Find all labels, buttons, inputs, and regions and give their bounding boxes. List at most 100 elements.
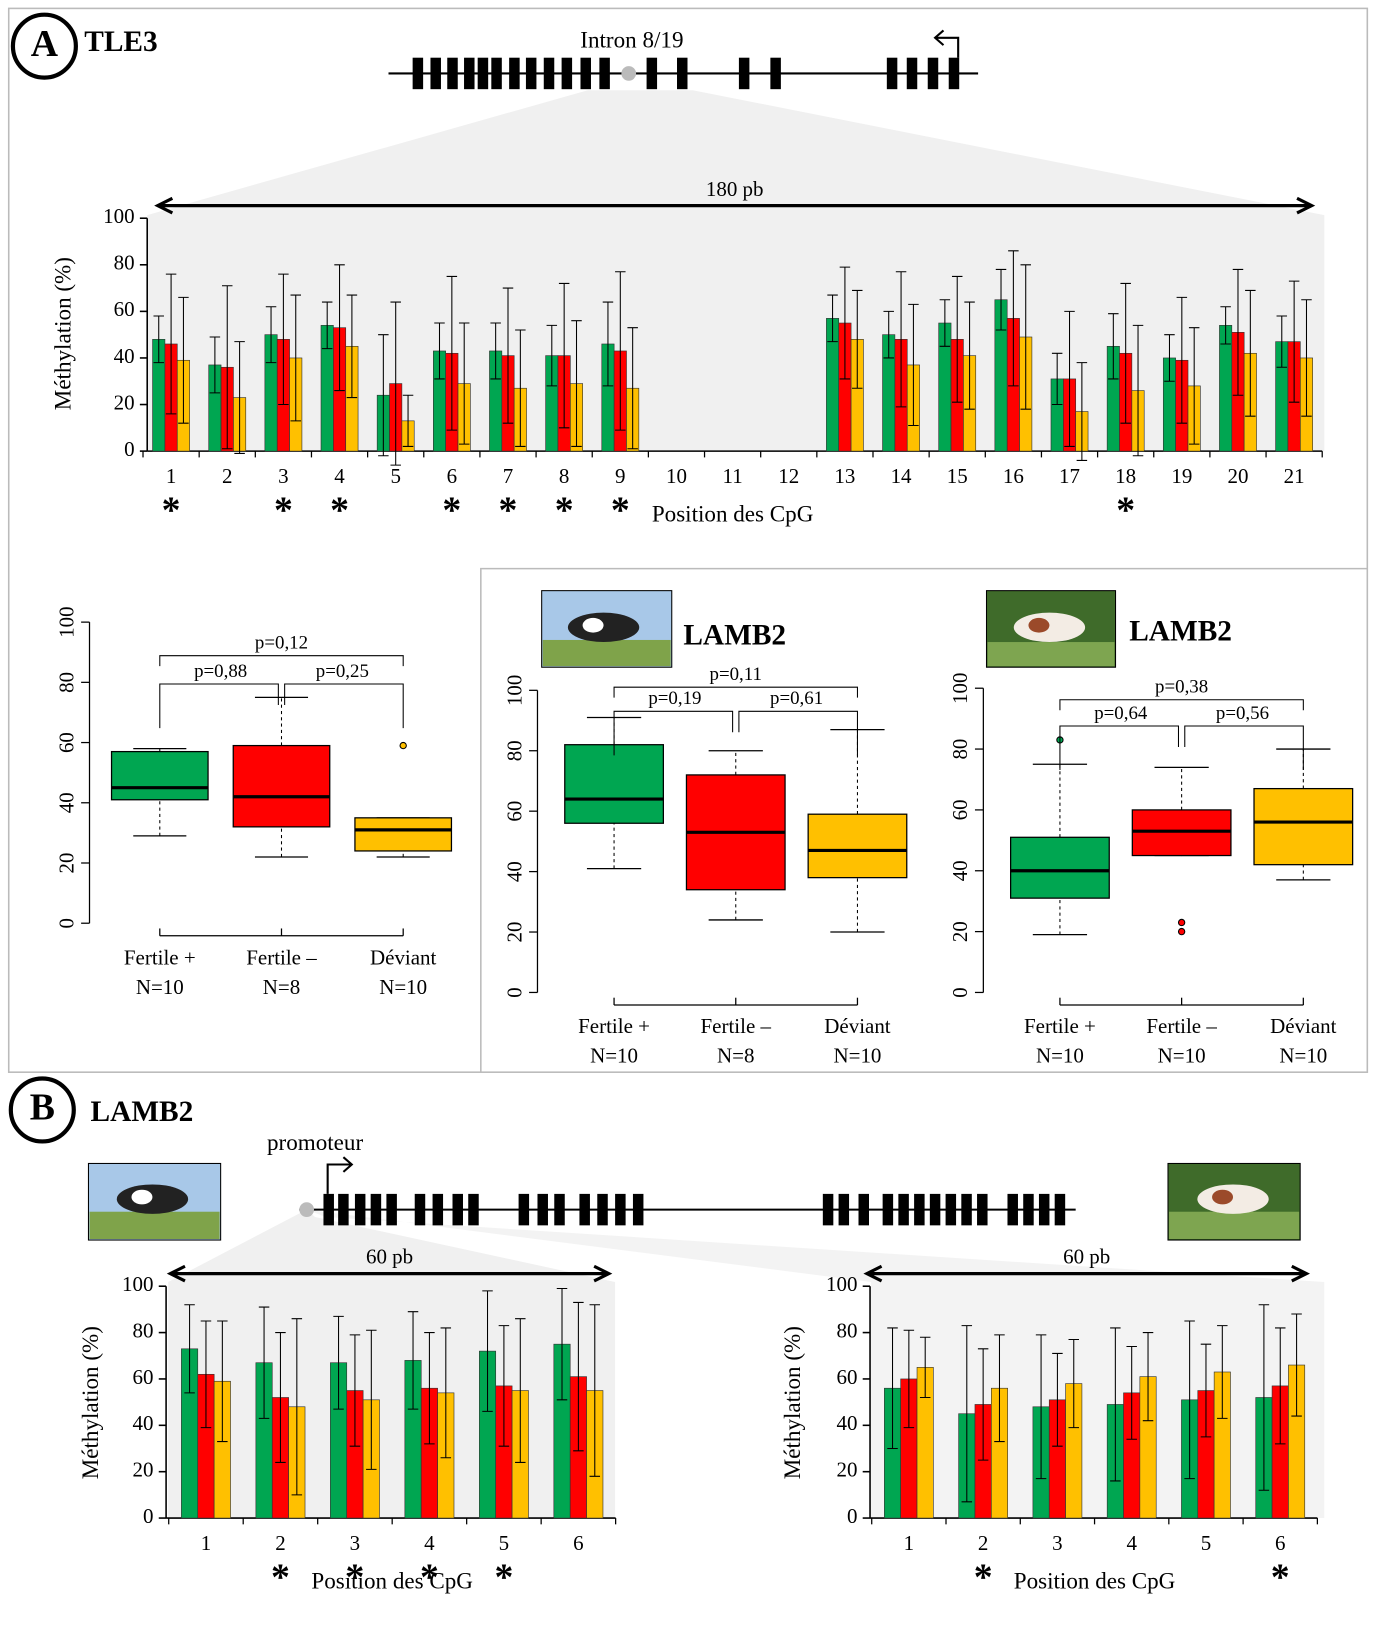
x-tick-label: 16 xyxy=(1003,464,1024,488)
x-tick-label: Fertile – xyxy=(1146,1014,1217,1038)
y-tick-label: 40 xyxy=(502,861,526,882)
error-bar xyxy=(515,1318,526,1463)
x-tick-label: Déviant xyxy=(370,946,437,970)
x-axis-label: Position des CpG xyxy=(1014,1567,1176,1593)
x-tick-label: Fertile + xyxy=(124,946,196,970)
error-bar xyxy=(1035,1334,1047,1480)
cow-photo xyxy=(87,1162,222,1241)
y-tick-label: 60 xyxy=(54,732,78,753)
y-tick-label: 20 xyxy=(836,1458,857,1482)
error-bar xyxy=(589,1304,601,1477)
y-axis-label: Méthylation (%) xyxy=(779,1326,805,1479)
y-tick-label: 80 xyxy=(133,1318,154,1342)
error-bar xyxy=(919,1336,931,1399)
error-bar xyxy=(458,322,470,445)
error-bar xyxy=(490,322,501,380)
error-bar xyxy=(839,266,851,380)
gene-label: TLE3 xyxy=(84,26,157,58)
span-arrow xyxy=(166,1264,613,1283)
error-bar xyxy=(558,282,570,429)
y-tick-label: 0 xyxy=(948,987,972,997)
significance-marker: * xyxy=(555,490,574,532)
x-tick-label: 2 xyxy=(222,464,232,488)
error-bar xyxy=(1076,362,1088,461)
gene-diagram xyxy=(299,1156,1076,1226)
x-tick-label: 3 xyxy=(350,1531,360,1555)
error-bar xyxy=(1188,327,1200,445)
error-bar xyxy=(908,303,919,427)
x-tick-label: Fertile + xyxy=(1024,1014,1096,1038)
sample-size: N=10 xyxy=(379,975,427,999)
sample-size: N=10 xyxy=(590,1043,638,1067)
error-bar xyxy=(1008,250,1019,387)
x-tick-label: Déviant xyxy=(824,1014,891,1038)
error-bar xyxy=(165,273,177,415)
box xyxy=(807,813,908,879)
error-bar xyxy=(556,1287,568,1401)
error-bar xyxy=(1132,324,1144,457)
significance-marker: * xyxy=(330,490,349,532)
sample-size: N=10 xyxy=(1036,1043,1084,1067)
panel-label: A xyxy=(31,23,58,65)
x-tick-label: 8 xyxy=(559,464,569,488)
y-tick-label: 100 xyxy=(122,1272,153,1296)
x-tick-label: 1 xyxy=(166,464,176,488)
sample-size: N=10 xyxy=(1279,1043,1327,1067)
panel-label: B xyxy=(30,1087,55,1129)
error-bar xyxy=(498,1325,510,1447)
error-bar xyxy=(627,327,638,450)
p-value: p=0,64 xyxy=(1094,703,1148,724)
x-tick-label: 2 xyxy=(275,1531,285,1555)
error-bar xyxy=(1245,289,1256,417)
y-tick-label: 60 xyxy=(114,297,135,321)
cow-photo xyxy=(541,590,673,668)
error-bar xyxy=(1274,1327,1286,1445)
span-label: 60 pb xyxy=(366,1245,413,1269)
error-bar xyxy=(995,268,1007,331)
p-value: p=0,88 xyxy=(194,661,247,682)
outlier xyxy=(399,741,407,750)
x-tick-label: 3 xyxy=(1052,1531,1062,1555)
y-tick-label: 0 xyxy=(54,918,78,928)
error-bar xyxy=(1217,1325,1228,1419)
y-tick-label: 40 xyxy=(836,1411,857,1435)
x-tick-label: 1 xyxy=(201,1531,211,1555)
error-bar xyxy=(615,271,626,431)
y-tick-label: 20 xyxy=(502,922,526,943)
error-bar xyxy=(434,322,445,380)
x-tick-label: 1 xyxy=(904,1531,914,1555)
p-value: p=0,11 xyxy=(710,664,762,685)
significance-marker: * xyxy=(1271,1557,1290,1599)
y-axis-label: Méthylation (%) xyxy=(50,257,76,410)
p-bracket xyxy=(1059,699,1304,711)
y-tick-label: 20 xyxy=(133,1458,154,1482)
error-bar xyxy=(184,1304,195,1394)
significance-marker: * xyxy=(345,1557,364,1599)
box xyxy=(354,817,453,852)
error-bar xyxy=(424,1332,435,1445)
y-tick-label: 40 xyxy=(133,1411,154,1435)
span-label: 180 pb xyxy=(706,177,764,201)
error-bar xyxy=(546,324,558,387)
error-bar xyxy=(1276,315,1288,368)
x-tick-label: 20 xyxy=(1227,464,1248,488)
y-tick-label: 0 xyxy=(502,987,526,997)
x-tick-label: Fertile + xyxy=(578,1014,650,1038)
error-bar xyxy=(153,315,164,364)
error-bar xyxy=(440,1327,452,1459)
p-bracket xyxy=(159,683,404,729)
error-bar xyxy=(1126,1345,1137,1440)
x-tick-label: 6 xyxy=(573,1531,583,1555)
error-bar xyxy=(502,287,514,424)
y-tick-label: 80 xyxy=(948,739,972,760)
error-bar xyxy=(602,301,614,387)
gene-label: LAMB2 xyxy=(91,1096,194,1128)
x-tick-label: 14 xyxy=(891,464,912,488)
y-tick-label: 20 xyxy=(948,921,972,942)
x-tick-label: 4 xyxy=(424,1531,435,1555)
error-bar xyxy=(964,301,975,410)
y-tick-label: 80 xyxy=(114,251,135,275)
error-bar xyxy=(1068,1339,1080,1429)
p-value: p=0,12 xyxy=(255,632,308,653)
